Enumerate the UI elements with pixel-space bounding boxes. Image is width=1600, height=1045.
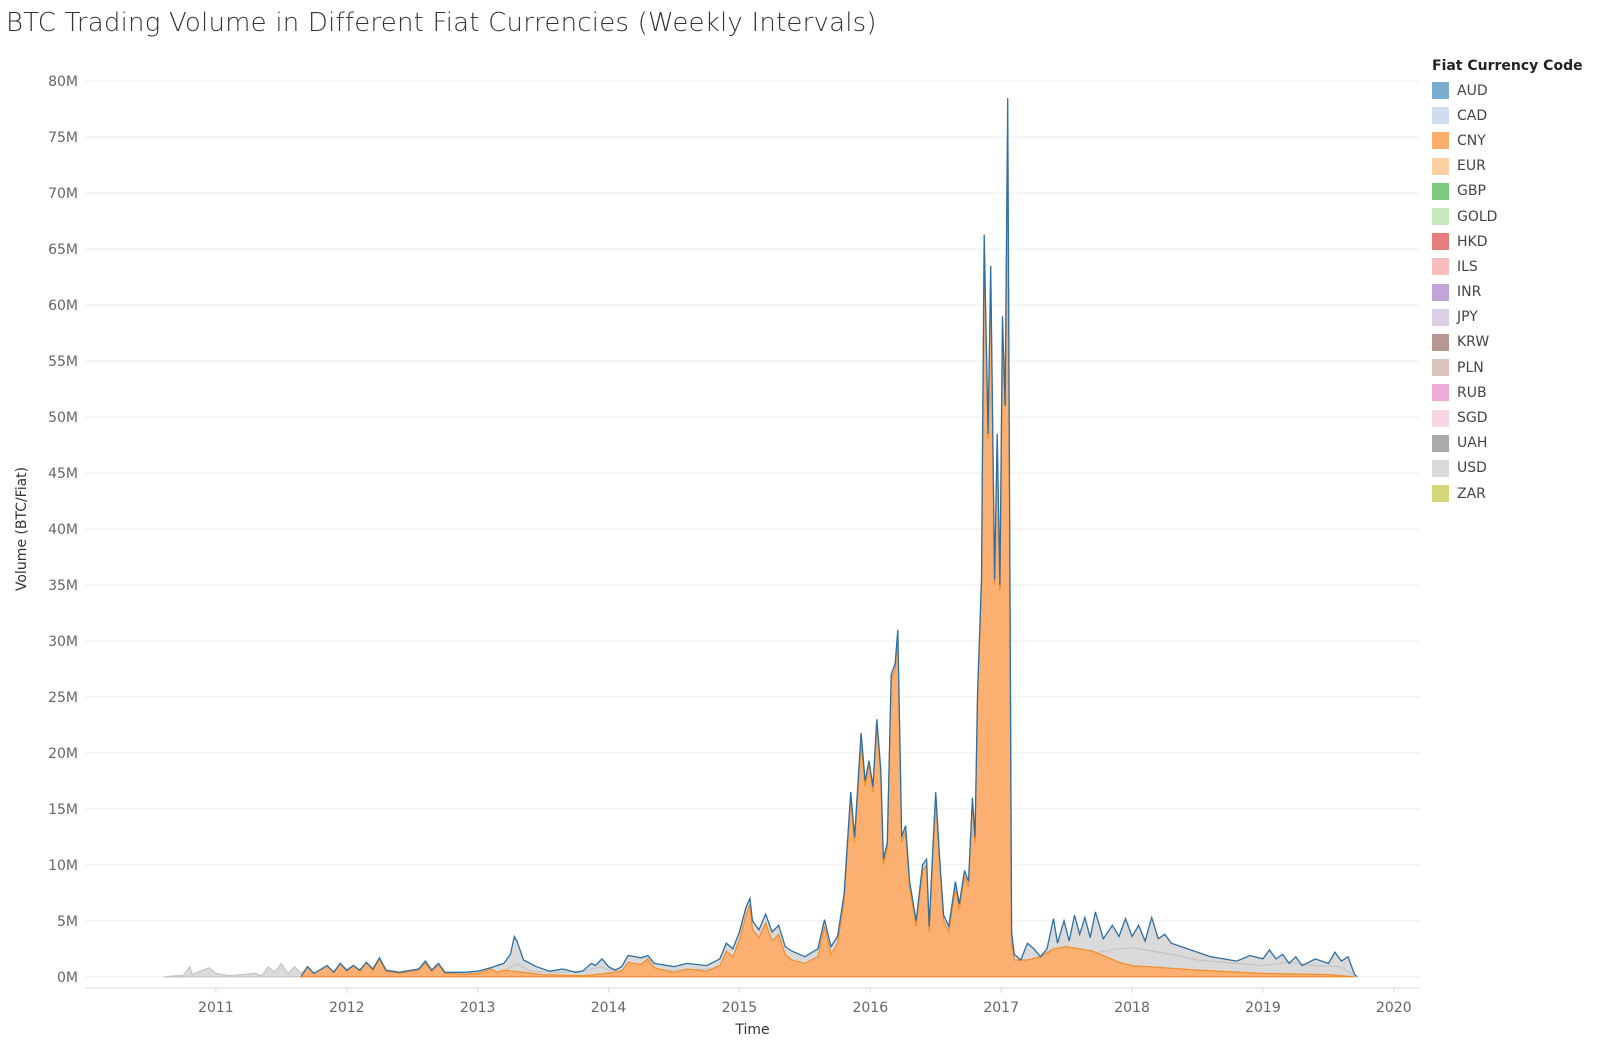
legend-label: SGD xyxy=(1457,410,1488,427)
legend-label: AUD xyxy=(1457,82,1488,99)
legend-label: ZAR xyxy=(1457,485,1486,502)
y-tick-label: 65M xyxy=(48,242,78,258)
y-tick-label: 35M xyxy=(48,578,78,594)
y-tick-label: 25M xyxy=(48,690,78,706)
legend-swatch xyxy=(1432,157,1449,175)
legend-swatch xyxy=(1432,409,1449,427)
chart-title: BTC Trading Volume in Different Fiat Cur… xyxy=(6,8,877,38)
legend-swatch xyxy=(1432,359,1449,377)
x-axis-ticks: 2011 2012 2013 2014 2015 2016 2017 2018 2019 2020 xyxy=(198,988,1412,1016)
legend-swatch xyxy=(1432,434,1449,452)
legend-item-gbp[interactable]: GBP xyxy=(1432,179,1592,204)
legend-item-cad[interactable]: CAD xyxy=(1432,103,1592,128)
legend-item-inr[interactable]: INR xyxy=(1432,280,1592,305)
legend-label: HKD xyxy=(1457,233,1488,250)
legend-label: PLN xyxy=(1457,359,1484,376)
x-tick-label: 2016 xyxy=(852,1000,888,1016)
legend-item-zar[interactable]: ZAR xyxy=(1432,481,1592,506)
legend-item-cny[interactable]: CNY xyxy=(1432,128,1592,153)
legend-swatch xyxy=(1432,208,1449,226)
y-axis-ticks: 0M 5M 10M 15M 20M 25M 30M 35M 40M 45M 50M 55M 60M 65M… xyxy=(48,74,78,986)
legend-item-eur[interactable]: EUR xyxy=(1432,154,1592,179)
legend-label: INR xyxy=(1457,284,1482,301)
x-tick-label: 2017 xyxy=(983,1000,1019,1016)
legend-item-ils[interactable]: ILS xyxy=(1432,254,1592,279)
x-tick-label: 2013 xyxy=(460,1000,496,1016)
series-area-cny xyxy=(299,125,1355,978)
legend: Fiat Currency Code AUD CAD CNY EUR GBP GOLD HK… xyxy=(1432,58,1592,506)
legend-label: UAH xyxy=(1457,435,1488,452)
x-tick-label: 2015 xyxy=(722,1000,758,1016)
legend-items: AUD CAD CNY EUR GBP GOLD HKD ILS INR JPY KRW PLN RUB… xyxy=(1432,78,1592,506)
legend-item-aud[interactable]: AUD xyxy=(1432,78,1592,103)
legend-swatch xyxy=(1432,459,1449,477)
y-tick-label: 50M xyxy=(48,410,78,426)
legend-label: USD xyxy=(1457,460,1487,477)
legend-swatch xyxy=(1432,107,1449,125)
x-tick-label: 2020 xyxy=(1376,1000,1412,1016)
legend-label: ILS xyxy=(1457,258,1478,275)
legend-title: Fiat Currency Code xyxy=(1432,58,1583,74)
x-tick-label: 2014 xyxy=(591,1000,627,1016)
y-tick-label: 20M xyxy=(48,746,78,762)
legend-item-usd[interactable]: USD xyxy=(1432,456,1592,481)
y-axis-title: Volume (BTC/Fiat) xyxy=(14,467,30,591)
series-area-total xyxy=(301,98,1358,977)
y-tick-label: 5M xyxy=(57,914,78,930)
legend-item-hkd[interactable]: HKD xyxy=(1432,229,1592,254)
legend-label: CAD xyxy=(1457,107,1488,124)
legend-item-rub[interactable]: RUB xyxy=(1432,380,1592,405)
legend-label: KRW xyxy=(1457,334,1490,351)
gridlines xyxy=(85,80,1420,978)
y-tick-label: 10M xyxy=(48,858,78,874)
y-tick-label: 60M xyxy=(48,298,78,314)
legend-swatch xyxy=(1432,485,1449,503)
legend-item-jpy[interactable]: JPY xyxy=(1432,305,1592,330)
y-tick-label: 30M xyxy=(48,634,78,650)
x-tick-label: 2019 xyxy=(1245,1000,1281,1016)
series-areas xyxy=(163,97,1358,978)
legend-swatch xyxy=(1432,132,1449,150)
y-tick-label: 0M xyxy=(57,970,78,986)
legend-swatch xyxy=(1432,233,1449,251)
legend-swatch xyxy=(1432,384,1449,402)
y-tick-label: 45M xyxy=(48,466,78,482)
y-tick-label: 40M xyxy=(48,522,78,538)
y-tick-label: 70M xyxy=(48,186,78,202)
legend-label: CNY xyxy=(1457,132,1486,149)
legend-swatch xyxy=(1432,333,1449,351)
y-tick-label: 80M xyxy=(48,74,78,90)
legend-label: RUB xyxy=(1457,384,1487,401)
legend-item-sgd[interactable]: SGD xyxy=(1432,405,1592,430)
legend-swatch xyxy=(1432,283,1449,301)
y-tick-label: 15M xyxy=(48,802,78,818)
legend-item-pln[interactable]: PLN xyxy=(1432,355,1592,380)
legend-swatch xyxy=(1432,308,1449,326)
x-tick-label: 2011 xyxy=(198,1000,234,1016)
legend-label: JPY xyxy=(1457,309,1478,326)
legend-swatch xyxy=(1432,258,1449,276)
legend-label: GOLD xyxy=(1457,208,1498,225)
legend-item-krw[interactable]: KRW xyxy=(1432,330,1592,355)
legend-item-gold[interactable]: GOLD xyxy=(1432,204,1592,229)
legend-swatch xyxy=(1432,82,1449,100)
legend-item-uah[interactable]: UAH xyxy=(1432,431,1592,456)
series-line-total xyxy=(300,97,1358,978)
y-tick-label: 75M xyxy=(48,130,78,146)
x-axis-title: Time xyxy=(734,1022,769,1038)
legend-swatch xyxy=(1432,182,1449,200)
legend-label: GBP xyxy=(1457,183,1486,200)
y-tick-label: 55M xyxy=(48,354,78,370)
x-tick-label: 2018 xyxy=(1114,1000,1150,1016)
legend-label: EUR xyxy=(1457,158,1486,175)
x-tick-label: 2012 xyxy=(329,1000,365,1016)
